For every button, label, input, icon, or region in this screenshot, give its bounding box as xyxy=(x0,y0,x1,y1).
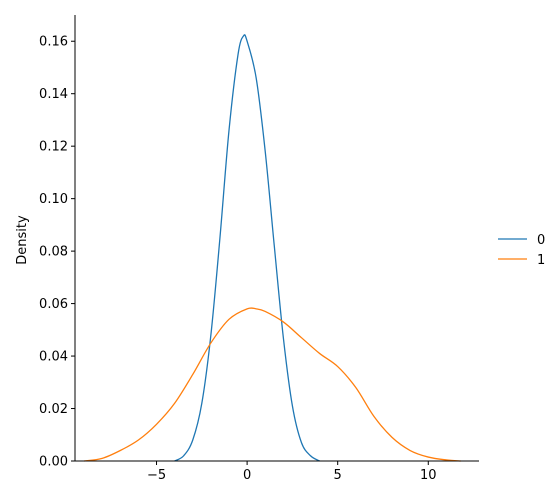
y-tick-label: 0.14 xyxy=(39,87,68,102)
y-tick-label: 0.08 xyxy=(39,245,68,260)
legend-label-0: 0 xyxy=(537,233,545,248)
y-axis-label: Density xyxy=(15,215,30,265)
y-tick-label: 0.10 xyxy=(39,192,68,207)
y-tick-label: 0.12 xyxy=(39,140,68,155)
y-tick-label: 0.04 xyxy=(39,350,68,365)
x-tick-label: 0 xyxy=(243,468,251,483)
legend: 01 xyxy=(498,233,545,268)
plot-area: −5 0 5 10 0.000.020.040.060.080.100.120.140… xyxy=(39,15,479,483)
series-line-0 xyxy=(174,34,320,462)
y-ticks: 0.00 0.02 0.04 0.06 0.08 0.10 0.12 0.14 0.16 xyxy=(39,35,75,470)
series-line-1 xyxy=(83,307,461,462)
x-tick-label: 5 xyxy=(334,468,342,483)
y-tick-label: 0.00 xyxy=(39,455,68,470)
legend-label-1: 1 xyxy=(537,253,545,268)
x-tick-label: −5 xyxy=(147,468,166,483)
x-ticks: −5 0 5 10 xyxy=(147,461,437,483)
x-tick-label: 10 xyxy=(420,468,437,483)
y-tick-label: 0.06 xyxy=(39,297,68,312)
series-layer xyxy=(83,34,461,462)
y-tick-label: 0.16 xyxy=(39,35,68,50)
y-tick-label: 0.02 xyxy=(39,402,68,417)
